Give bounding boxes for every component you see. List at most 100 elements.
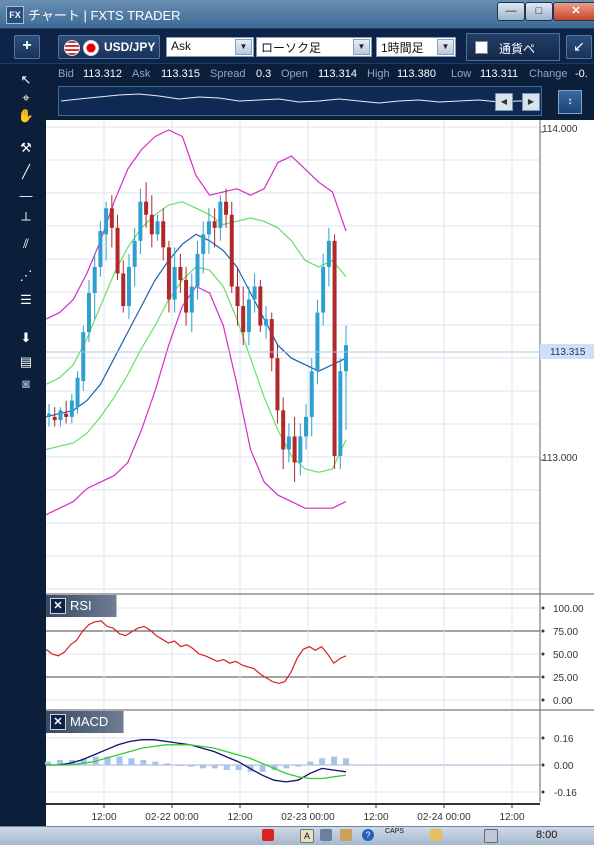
download-arrow-icon[interactable]: ⬇ (20, 330, 32, 345)
parallel-lines-icon[interactable]: ⫽ (23, 236, 29, 251)
candle-body (258, 286, 263, 326)
timeframe-select[interactable]: 1時間足 ▼ (376, 37, 456, 57)
candle-body (241, 306, 246, 333)
shrink-icon[interactable]: ↙ (566, 35, 592, 59)
candle-body (224, 201, 229, 215)
candle-body (281, 410, 286, 450)
macd-hist-bar (164, 763, 171, 765)
list-icon[interactable]: ▤ (19, 354, 33, 369)
spread-value: 0.3 (256, 68, 272, 80)
vertical-line-icon[interactable]: ┴ (21, 212, 31, 227)
close-button[interactable]: ✕ (553, 2, 594, 21)
candle-body (206, 221, 211, 235)
candle-body (321, 266, 326, 313)
macd-tick-dot (541, 790, 545, 794)
candle-body (132, 240, 137, 267)
macd-hist-bar (271, 765, 278, 771)
candle-body (309, 371, 314, 417)
macd-hist-bar (80, 758, 87, 765)
rsi-tick-dot (541, 698, 545, 702)
alert-tray-icon[interactable] (262, 829, 274, 841)
network-tray-icon[interactable] (484, 829, 498, 843)
macd-hist-bar (331, 756, 338, 765)
time-axis-background (46, 802, 594, 826)
low-label: Low (451, 68, 472, 80)
lock-tray-icon[interactable] (430, 829, 442, 841)
macd-title: MACD (70, 714, 109, 729)
candle-body (246, 299, 251, 333)
chart-type-value: ローソク足 (261, 41, 322, 55)
currency-checkbox[interactable] (475, 41, 488, 54)
candle-body (304, 416, 309, 437)
bb-upper-line (45, 129, 347, 320)
macd-tick-label: 0.00 (554, 761, 574, 772)
fibonacci-icon[interactable]: ☰ (20, 292, 32, 307)
ime-tray-icon[interactable]: A (300, 829, 314, 843)
caps-lock-indicator: CAPS (385, 828, 405, 835)
candle-body (184, 279, 189, 313)
ask-value: 113.315 (161, 68, 200, 80)
cursor-arrow-icon[interactable]: ↖ (20, 72, 32, 87)
candle-body (64, 413, 69, 417)
add-chart-button[interactable]: + (14, 35, 40, 59)
help-icon[interactable]: ? (362, 829, 374, 841)
close-rsi-icon[interactable]: ✕ (50, 598, 66, 614)
open-value: 113.314 (318, 68, 357, 80)
time-tick-label: 02-24 00:00 (417, 812, 471, 823)
clock: 8:00 (536, 829, 558, 841)
rsi-tick-label: 75.00 (553, 627, 578, 638)
timeframe-value: 1時間足 (381, 41, 424, 55)
chart-overview-scroller[interactable] (58, 86, 542, 116)
scroll-right-icon[interactable]: ▶ (522, 93, 540, 111)
candle-body (195, 253, 200, 287)
macd-grid (46, 710, 541, 802)
bid-label: Bid (58, 68, 74, 80)
hand-tool-icon[interactable]: ✋ (17, 108, 35, 123)
jp-flag-icon (83, 40, 99, 56)
bid-value: 113.312 (83, 68, 122, 80)
symbol-selector[interactable]: USD/JPY (58, 35, 160, 59)
time-axis: 12:00 02-22 00:00 12:00 02-23 00:00 12:00 02-… (91, 804, 525, 823)
horizontal-line-icon[interactable]: — (19, 188, 33, 203)
hammer-icon[interactable]: ⚒ (20, 140, 32, 155)
scroll-left-icon[interactable]: ◀ (495, 93, 513, 111)
price-side-select[interactable]: Ask ▼ (166, 37, 254, 57)
scale-toggle-icon[interactable]: ↕ (558, 90, 582, 114)
candle-body (332, 240, 337, 456)
maximize-button[interactable]: □ (525, 2, 553, 21)
time-tick-label: 12:00 (227, 812, 252, 823)
candle-body (47, 413, 51, 417)
candle-body (155, 221, 160, 235)
candle-body (81, 332, 86, 382)
price-tick-114: 114.000 (542, 124, 578, 135)
price-tick-113: 113.000 (542, 453, 578, 464)
us-flag-icon (64, 40, 80, 56)
candle-body (98, 231, 103, 267)
folder-tray-icon[interactable] (340, 829, 352, 841)
chevron-down-icon: ▼ (353, 39, 370, 55)
candle-body (172, 266, 177, 300)
ime-mode-icon[interactable] (320, 829, 332, 841)
macd-hist-bar (343, 758, 349, 765)
macd-hist-bar (152, 761, 159, 765)
fan-icon[interactable]: ⋰ (19, 268, 33, 283)
candle-body (292, 436, 297, 463)
rsi-line (45, 620, 347, 685)
close-macd-icon[interactable]: ✕ (50, 714, 66, 730)
macd-hist-bar (56, 759, 63, 765)
candle-body (298, 436, 303, 463)
macd-signal-line (46, 744, 347, 780)
trend-line-icon[interactable]: ╱ (22, 164, 30, 179)
chart-type-select[interactable]: ローソク足 ▼ (256, 37, 372, 57)
chart-canvas[interactable]: 113.315 114.000 113.000 100.00 75.00 50.00… (0, 120, 594, 826)
currency-pair-button[interactable]: 通貨ペ (466, 33, 560, 61)
minimize-button[interactable]: — (497, 2, 525, 21)
candle-body (315, 312, 320, 372)
candle-body (189, 286, 194, 313)
rsi-header: ✕ RSI (46, 595, 146, 617)
crosshair-cursor-icon[interactable]: ⌖ (22, 90, 30, 105)
macd-hist-bar (283, 765, 290, 769)
macd-tick-dot (541, 736, 545, 740)
chart-toolbar: + USD/JPY Ask ▼ ローソク足 ▼ 1時間足 ▼ 通貨ペ ↙ (0, 29, 594, 64)
camera-icon[interactable]: ◙ (22, 376, 30, 391)
